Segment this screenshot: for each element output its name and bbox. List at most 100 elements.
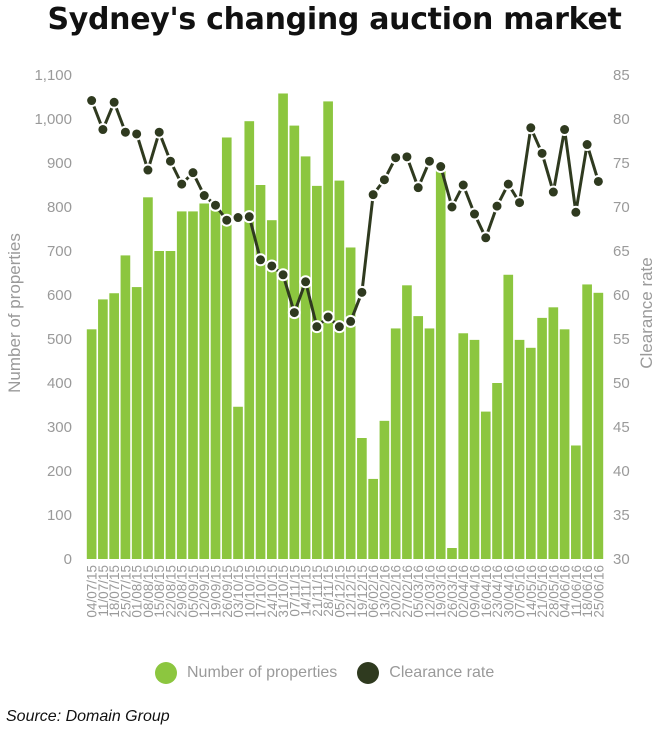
bar-21/11/15 bbox=[312, 185, 322, 559]
x-tick-label: 05/09/15 bbox=[186, 565, 201, 618]
bar-19/03/16 bbox=[435, 169, 446, 559]
x-tick-label: 25/07/15 bbox=[118, 565, 133, 618]
bar-03/10/15 bbox=[233, 406, 243, 559]
clearance-point-23/04/16 bbox=[490, 199, 504, 213]
x-tick-label: 28/11/15 bbox=[321, 565, 336, 617]
axes-layer: 0 100 200 300 400 500 600 700 800 900 1,000 1,100 30… bbox=[5, 67, 656, 618]
y2-tick-label: 35 bbox=[613, 507, 630, 524]
x-tick-label: 29/08/15 bbox=[175, 565, 190, 618]
bar-26/03/16 bbox=[447, 548, 457, 559]
clearance-point-03/10/15 bbox=[231, 211, 245, 225]
bar-12/03/16 bbox=[424, 328, 435, 559]
y2-tick-label: 60 bbox=[613, 287, 630, 304]
x-tick-label: 23/04/16 bbox=[490, 565, 505, 618]
x-tick-label: 02/04/16 bbox=[456, 565, 471, 618]
x-tick-label: 30/04/16 bbox=[501, 565, 516, 618]
bar-29/08/15 bbox=[176, 211, 187, 559]
clearance-point-26/09/15 bbox=[220, 213, 234, 227]
x-tick-label: 12/12/15 bbox=[344, 565, 359, 618]
x-tick-label: 11/06/16 bbox=[569, 565, 584, 617]
bar-28/11/15 bbox=[323, 101, 333, 560]
y-tick-label: 1,100 bbox=[34, 67, 72, 84]
legend-swatch-properties bbox=[155, 662, 177, 684]
bars-layer bbox=[86, 93, 604, 560]
bar-19/12/15 bbox=[357, 438, 367, 559]
x-tick-label: 12/03/16 bbox=[422, 565, 437, 618]
clearance-point-19/12/15 bbox=[355, 285, 369, 299]
y-tick-label: 100 bbox=[47, 507, 72, 524]
y2-tick-label: 50 bbox=[613, 375, 630, 392]
x-tick-label: 11/07/15 bbox=[96, 565, 111, 617]
y2-tick-label: 85 bbox=[613, 67, 630, 84]
clearance-point-21/11/15 bbox=[310, 320, 324, 334]
x-tick-label: 18/07/15 bbox=[107, 565, 122, 618]
x-tick-label: 16/04/16 bbox=[479, 565, 494, 618]
clearance-point-21/05/16 bbox=[535, 146, 549, 160]
clearance-point-07/05/16 bbox=[513, 196, 527, 210]
bar-04/06/16 bbox=[559, 329, 570, 559]
bar-12/12/15 bbox=[345, 247, 356, 560]
bar-26/09/15 bbox=[221, 137, 232, 560]
clearance-point-08/08/15 bbox=[141, 163, 155, 177]
source-note: Source: Domain Group bbox=[6, 708, 170, 725]
clearance-point-17/10/15 bbox=[254, 253, 268, 267]
clearance-point-24/10/15 bbox=[265, 259, 279, 273]
clearance-point-19/03/16 bbox=[434, 160, 448, 174]
x-tick-label: 06/02/16 bbox=[366, 565, 381, 618]
y2-axis-title: Clearance rate bbox=[637, 257, 656, 369]
y-tick-label: 600 bbox=[47, 287, 72, 304]
x-tick-label: 26/09/15 bbox=[220, 565, 235, 618]
chart-area: 0 100 200 300 400 500 600 700 800 900 1,000 1,100 30… bbox=[5, 67, 656, 618]
bar-19/09/15 bbox=[210, 207, 221, 559]
y2-tick-label: 70 bbox=[613, 199, 630, 216]
bar-06/02/16 bbox=[368, 478, 378, 559]
clearance-point-19/09/15 bbox=[209, 198, 222, 212]
legend-label-properties: Number of properties bbox=[187, 664, 338, 681]
bar-08/08/15 bbox=[143, 197, 153, 559]
clearance-point-02/04/16 bbox=[456, 178, 470, 192]
y-tick-label: 200 bbox=[47, 463, 72, 480]
bar-15/08/15 bbox=[154, 251, 165, 559]
clearance-point-11/07/15 bbox=[96, 123, 110, 137]
x-tick-label: 19/03/16 bbox=[434, 565, 449, 618]
bar-09/04/16 bbox=[469, 339, 480, 559]
legend-item-clearance[interactable]: Clearance rate bbox=[357, 662, 494, 684]
x-tick-label: 08/08/15 bbox=[141, 565, 156, 618]
clearance-point-01/08/15 bbox=[130, 127, 144, 141]
clearance-point-31/10/15 bbox=[276, 268, 290, 282]
clearance-point-05/12/15 bbox=[332, 320, 346, 334]
line-layer bbox=[85, 94, 605, 334]
clearance-point-12/03/16 bbox=[422, 154, 436, 168]
x-tick-label: 09/04/16 bbox=[468, 565, 483, 618]
clearance-point-13/02/16 bbox=[377, 173, 391, 187]
clearance-point-04/07/15 bbox=[85, 94, 99, 108]
y-axis-title: Number of properties bbox=[5, 233, 24, 393]
bar-11/07/15 bbox=[98, 299, 108, 559]
y-tick-label: 700 bbox=[47, 243, 72, 260]
x-tick-label: 19/09/15 bbox=[209, 565, 224, 618]
legend-item-properties[interactable]: Number of properties bbox=[155, 662, 337, 684]
bar-28/05/16 bbox=[548, 307, 559, 559]
clearance-point-28/05/16 bbox=[546, 185, 560, 199]
x-tick-label: 21/11/15 bbox=[310, 565, 325, 617]
x-tick-label: 26/03/16 bbox=[445, 565, 460, 618]
y2-tick-label: 40 bbox=[613, 463, 630, 480]
x-tick-label: 14/05/16 bbox=[524, 565, 539, 618]
bar-04/07/15 bbox=[86, 329, 97, 559]
bar-07/05/16 bbox=[514, 339, 525, 559]
x-tick-label: 04/06/16 bbox=[558, 565, 573, 618]
bar-17/10/15 bbox=[255, 185, 266, 559]
clearance-point-18/06/16 bbox=[580, 138, 594, 152]
bar-10/10/15 bbox=[244, 121, 255, 559]
y2-tick-label: 45 bbox=[613, 419, 630, 436]
bar-11/06/16 bbox=[571, 445, 581, 559]
clearance-point-15/08/15 bbox=[152, 125, 166, 139]
clearance-point-26/03/16 bbox=[445, 200, 459, 214]
x-tick-label: 28/05/16 bbox=[546, 565, 561, 618]
clearance-point-05/09/15 bbox=[186, 166, 200, 180]
x-tick-label: 05/03/16 bbox=[411, 565, 426, 618]
bar-01/08/15 bbox=[131, 287, 142, 559]
bar-18/06/16 bbox=[582, 284, 592, 559]
bar-25/06/16 bbox=[593, 292, 604, 559]
y-tick-label: 400 bbox=[47, 375, 72, 392]
